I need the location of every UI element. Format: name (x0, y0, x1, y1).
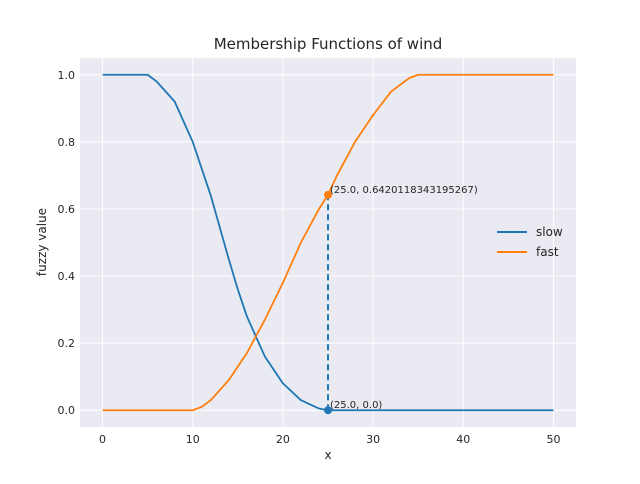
x-tick-label: 10 (186, 433, 200, 446)
chart-title: Membership Functions of wind (214, 35, 443, 53)
x-tick-label: 0 (99, 433, 106, 446)
y-axis-label: fuzzy value (35, 208, 49, 276)
legend-label-fast: fast (536, 245, 559, 259)
y-tick-label: 0.0 (58, 404, 76, 417)
annotation-point (324, 406, 332, 415)
x-tick-label: 20 (276, 433, 290, 446)
series-line-fast (102, 73, 554, 412)
tick-labels: 0 10 20 30 40 50 0.0 0.2 0.4 0.6 0.8 1.0 (58, 69, 561, 446)
y-tick-label: 1.0 (58, 69, 76, 82)
series-lines (102, 73, 554, 412)
y-tick-label: 0.4 (58, 270, 76, 283)
y-tick-label: 0.8 (58, 136, 76, 149)
legend-label-slow: slow (536, 225, 563, 239)
legend: slow fast (497, 225, 563, 259)
annotation-label: (25.0, 0.6420118343195267) (330, 185, 478, 196)
x-tick-label: 50 (546, 433, 560, 446)
y-tick-label: 0.2 (58, 337, 76, 350)
x-axis-label: x (324, 448, 331, 462)
annotation-label: (25.0, 0.0) (330, 400, 382, 411)
x-tick-label: 40 (456, 433, 470, 446)
annotation-point (324, 190, 332, 199)
annotations: (25.0, 0.6420118343195267) (25.0, 0.0) (324, 185, 478, 415)
y-tick-label: 0.6 (58, 203, 76, 216)
x-tick-label: 30 (366, 433, 380, 446)
plot-area (80, 58, 576, 427)
